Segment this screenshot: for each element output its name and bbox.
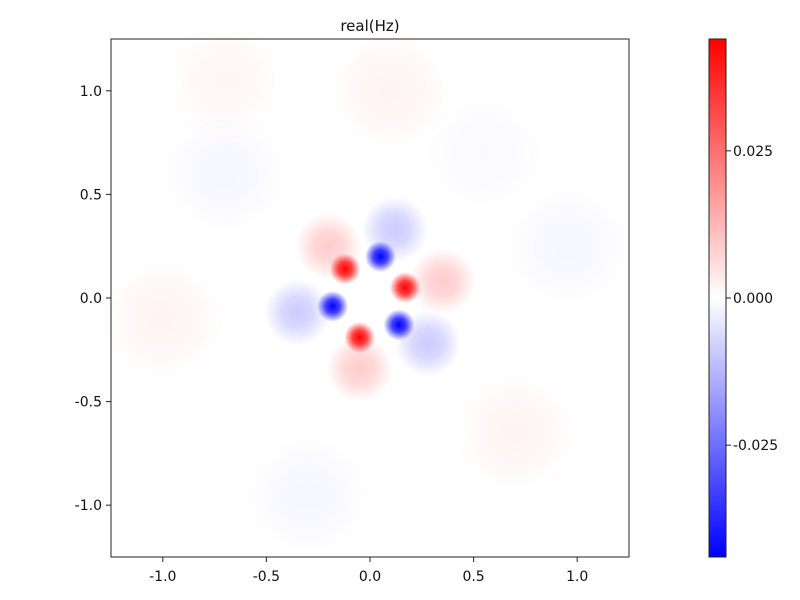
y-tick-label: 1.0 — [80, 84, 102, 100]
field-ripple-negative — [245, 432, 370, 557]
colorbar-gradient — [709, 39, 726, 557]
field-ripple-positive — [452, 370, 578, 495]
field-halo-positive — [326, 335, 393, 402]
field-halo-negative — [394, 310, 462, 377]
x-tick-label: 0.5 — [462, 569, 484, 585]
colorbar-tick-label: 0.025 — [733, 144, 773, 160]
field-halo-negative — [264, 279, 331, 346]
y-tick-label: 0.0 — [80, 291, 102, 307]
field-layer — [100, 18, 629, 557]
colorbar-tick-label: -0.025 — [733, 438, 778, 454]
x-tick-label: -1.0 — [149, 569, 176, 585]
y-tick-label: -0.5 — [75, 395, 102, 411]
field-halo-positive — [295, 213, 362, 280]
x-axis: -1.0 -0.5 0.0 0.5 1.0 — [149, 557, 588, 585]
plot-area — [100, 18, 630, 558]
colorbar-ticks: 0.025 0.000 -0.025 — [726, 144, 778, 454]
x-tick-label: -0.5 — [253, 569, 280, 585]
colorbar-tick-label: 0.000 — [733, 291, 773, 307]
x-tick-label: 0.0 — [359, 569, 381, 585]
field-ripple-positive — [162, 18, 288, 143]
colorbar: 0.025 0.000 -0.025 — [708, 38, 778, 558]
field-ripple-positive — [328, 28, 453, 153]
x-tick-label: 1.0 — [566, 569, 588, 585]
field-ripple-negative — [421, 90, 547, 216]
y-tick-label: 0.5 — [80, 187, 102, 203]
field-halo-positive — [409, 248, 476, 315]
y-tick-label: -1.0 — [75, 498, 102, 514]
field-halo-negative — [361, 196, 429, 263]
field-ripple-negative — [504, 184, 629, 309]
field-ripple-negative — [162, 111, 288, 236]
field-ripple-positive — [100, 256, 225, 381]
y-axis: 1.0 0.5 0.0 -0.5 -1.0 — [75, 84, 111, 514]
